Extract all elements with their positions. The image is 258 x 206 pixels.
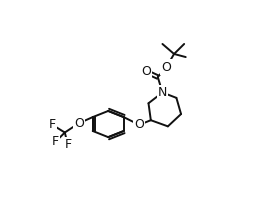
Text: N: N <box>158 86 167 99</box>
Text: F: F <box>52 135 59 148</box>
Text: O: O <box>74 117 84 130</box>
Text: F: F <box>49 118 56 131</box>
Text: F: F <box>64 138 71 151</box>
Text: O: O <box>134 118 144 131</box>
Text: O: O <box>141 65 151 78</box>
Text: O: O <box>162 61 171 74</box>
